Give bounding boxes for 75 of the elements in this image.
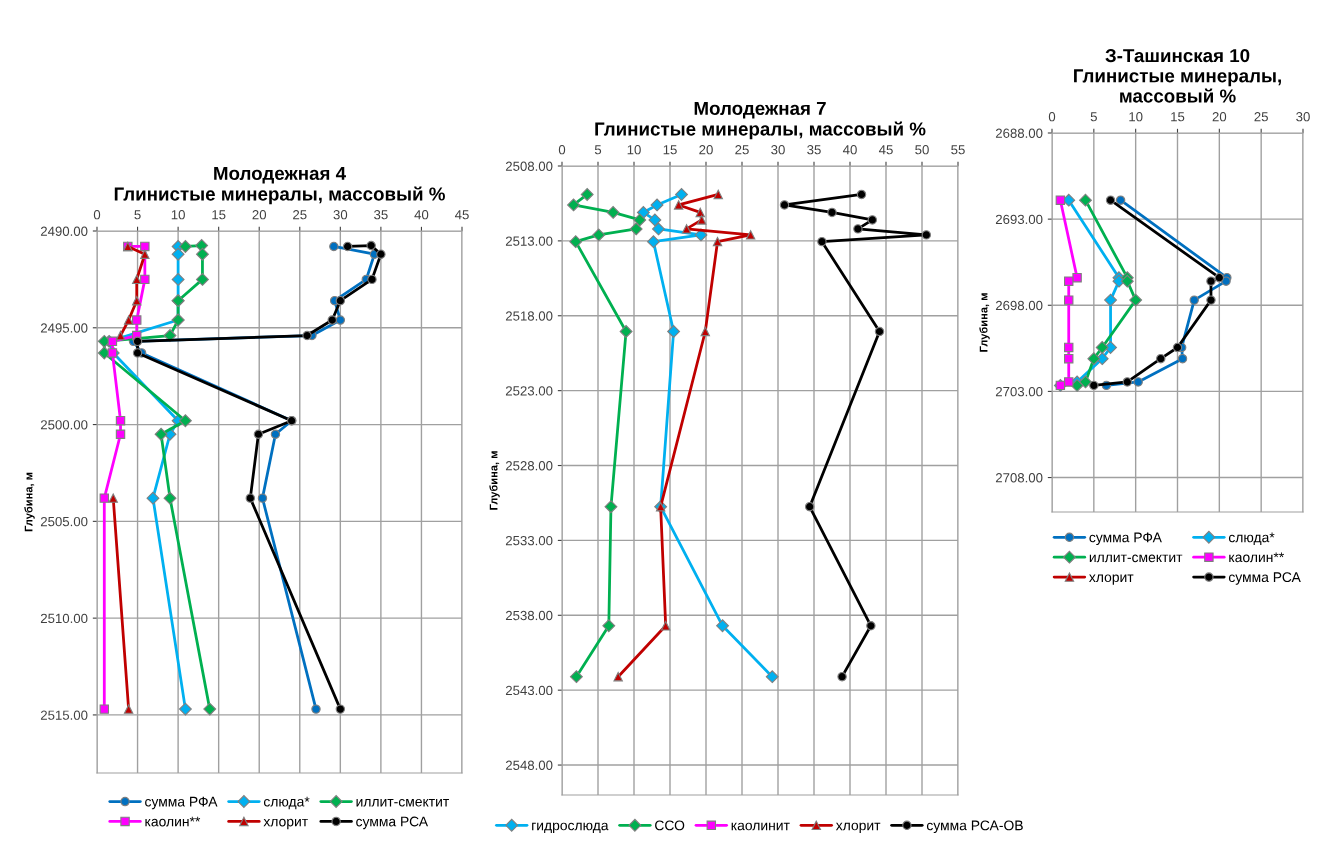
x-tick-label: 5 xyxy=(594,145,602,155)
chart-subtitle: Глинистые минералы, массовый % xyxy=(1074,69,1281,103)
chart-subtitle: Глинистые минералы, массовый % xyxy=(114,186,445,205)
x-tick-label: 10 xyxy=(1129,112,1143,122)
legend-label: слюда* xyxy=(1228,532,1275,545)
chart-subtitle: Глинистые минералы, массовый % xyxy=(595,121,926,140)
x-tick-label: 0 xyxy=(558,145,566,155)
x-tick-label: 55 xyxy=(951,145,965,155)
legend-label: гидрослюда xyxy=(532,822,609,834)
legend-label: каолин** xyxy=(145,816,201,827)
y-tick-label: 2548.00 xyxy=(505,760,553,770)
x-tick-label: 50 xyxy=(915,145,929,155)
y-tick-label: 2505.00 xyxy=(40,516,88,527)
x-tick-label: 15 xyxy=(663,145,677,155)
y-tick-label: 2508.00 xyxy=(505,161,553,171)
x-tick-label: 25 xyxy=(293,210,307,220)
x-tick-label: 15 xyxy=(212,210,226,220)
x-tick-label: 10 xyxy=(627,145,641,155)
y-tick-label: 2495.00 xyxy=(40,323,88,333)
x-tick-label: 35 xyxy=(807,145,821,155)
x-tick-label: 20 xyxy=(252,210,267,220)
x-tick-label: 35 xyxy=(374,210,388,220)
legend-label: сумма РСА-ОВ xyxy=(926,820,1023,834)
y-tick-label: 2693.00 xyxy=(995,214,1043,225)
legend-label: сумма РСА xyxy=(1228,572,1301,585)
y-tick-label: 2513.00 xyxy=(505,236,553,246)
y-tick-label: 2543.00 xyxy=(505,685,553,696)
y-tick-label: 2510.00 xyxy=(40,613,88,624)
legend-label: хлорит xyxy=(263,818,308,830)
y-tick-label: 2688.00 xyxy=(995,128,1043,138)
chart-title: Молодежная 4 xyxy=(214,166,346,184)
x-tick-label: 40 xyxy=(414,210,429,220)
legend-label: хлорит xyxy=(835,822,881,834)
x-tick-label: 25 xyxy=(735,145,749,155)
legend-label: каолин** xyxy=(1229,552,1284,563)
y-tick-label: 2538.00 xyxy=(505,610,553,621)
x-tick-label: 20 xyxy=(1212,112,1227,122)
x-tick-label: 15 xyxy=(1171,112,1185,122)
chart-title: З-Ташинская 10 xyxy=(1105,48,1250,63)
legend-label: сумма РФА xyxy=(145,796,218,810)
x-tick-label: 5 xyxy=(1090,112,1097,122)
legend-label: иллит-смектит xyxy=(1089,554,1183,563)
y-tick-label: 2528.00 xyxy=(505,461,553,471)
x-tick-label: 45 xyxy=(454,210,469,220)
legend-label: сумма РСА xyxy=(356,816,429,830)
x-tick-label: 30 xyxy=(1296,112,1310,122)
y-tick-label: 2523.00 xyxy=(505,386,553,396)
x-tick-label: 30 xyxy=(333,210,348,220)
x-tick-label: 0 xyxy=(1048,112,1056,122)
legend-label: каолинит xyxy=(731,822,790,831)
y-tick-label: 2533.00 xyxy=(505,535,553,546)
legend-label: хлорит xyxy=(1089,574,1134,585)
legend-label: ССО xyxy=(655,820,685,831)
y-axis-title: Глубина, м xyxy=(489,451,500,510)
legend-label: иллит-смектит xyxy=(356,798,449,807)
legend-label: сумма РФА xyxy=(1089,532,1162,546)
x-tick-label: 10 xyxy=(171,210,185,220)
y-tick-label: 2698.00 xyxy=(995,300,1043,311)
y-tick-label: 2518.00 xyxy=(505,311,553,321)
y-tick-label: 2708.00 xyxy=(995,473,1043,483)
y-axis-title: Глубина, м xyxy=(24,472,35,532)
x-tick-label: 0 xyxy=(93,210,101,220)
y-tick-label: 2515.00 xyxy=(40,710,88,720)
x-tick-label: 40 xyxy=(842,145,857,155)
legend-label: слюда* xyxy=(263,796,310,810)
y-axis-title: Глубина, м xyxy=(979,293,990,352)
y-tick-label: 2490.00 xyxy=(40,226,88,236)
y-tick-label: 2500.00 xyxy=(40,420,88,430)
x-tick-label: 30 xyxy=(771,145,785,155)
y-tick-label: 2703.00 xyxy=(995,386,1043,397)
x-tick-label: 25 xyxy=(1254,112,1268,122)
x-tick-label: 5 xyxy=(134,210,141,220)
chart-title: Молодежная 7 xyxy=(694,101,826,119)
x-tick-label: 45 xyxy=(878,145,893,155)
x-tick-label: 20 xyxy=(699,145,713,155)
